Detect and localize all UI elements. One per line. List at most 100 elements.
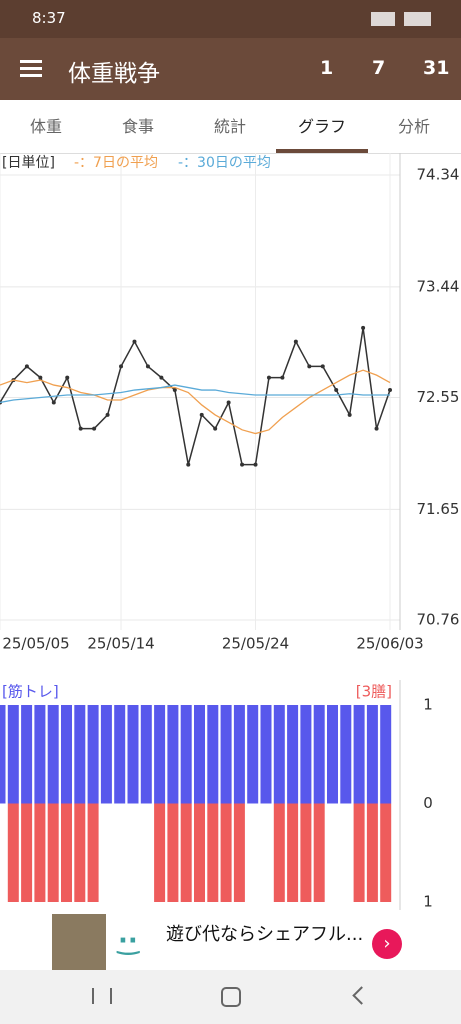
bar bbox=[21, 705, 33, 804]
series-line bbox=[0, 327, 391, 466]
bar bbox=[380, 803, 392, 902]
nav-bar bbox=[0, 970, 461, 1024]
nav-home[interactable] bbox=[221, 987, 241, 1007]
bar bbox=[194, 705, 205, 804]
counter[interactable]: 7 bbox=[372, 57, 386, 79]
bar bbox=[34, 705, 46, 804]
data-point bbox=[320, 364, 325, 369]
bar bbox=[140, 705, 152, 804]
tab[interactable]: 分析 bbox=[397, 117, 430, 136]
ad-text: 遊び代ならシェアフル... bbox=[166, 924, 364, 945]
data-point bbox=[38, 375, 43, 380]
bar bbox=[194, 803, 205, 902]
data-point bbox=[307, 364, 312, 369]
nav-recents[interactable] bbox=[92, 988, 112, 1004]
counter[interactable]: 31 bbox=[423, 57, 450, 79]
data-point bbox=[280, 375, 285, 380]
x-tick-label: 25/05/14 bbox=[87, 635, 154, 653]
bar bbox=[247, 705, 259, 804]
data-point bbox=[213, 426, 218, 431]
data-point bbox=[105, 412, 110, 417]
bar bbox=[154, 705, 166, 804]
y-tick-label: 71.65 bbox=[417, 500, 460, 518]
status-icons bbox=[371, 12, 431, 26]
data-point bbox=[293, 339, 298, 344]
bar bbox=[167, 803, 179, 902]
data-point bbox=[132, 339, 137, 344]
legend-entry: -：7日の平均 bbox=[74, 155, 158, 171]
ad-image bbox=[52, 914, 106, 970]
tab[interactable]: 食事 bbox=[121, 117, 154, 136]
y2-tick-label: 1 bbox=[423, 893, 433, 911]
app-title: 体重戦争 bbox=[68, 61, 160, 87]
ad-banner[interactable]: ·͜· 遊び代ならシェアフル... › bbox=[0, 912, 461, 970]
series-line bbox=[0, 369, 391, 435]
tab[interactable]: 統計 bbox=[213, 117, 246, 136]
nav-back[interactable] bbox=[352, 986, 371, 1005]
bar bbox=[366, 705, 378, 804]
bar bbox=[233, 705, 245, 804]
data-point bbox=[334, 388, 339, 393]
app-bar: 体重戦争 1 7 31 bbox=[0, 38, 461, 100]
data-point bbox=[266, 375, 271, 380]
tab[interactable]: 体重 bbox=[29, 117, 62, 136]
legend-entry: [筋トレ] bbox=[2, 683, 59, 701]
bars bbox=[0, 705, 392, 902]
y-tick-label: 74.34 bbox=[417, 166, 460, 184]
data-point bbox=[0, 400, 2, 405]
legend-entry: -：30日の平均 bbox=[178, 155, 271, 171]
bar bbox=[287, 803, 299, 902]
data-point bbox=[78, 426, 83, 431]
bar bbox=[100, 705, 112, 804]
data-point bbox=[253, 462, 258, 467]
data-point bbox=[24, 364, 29, 369]
data-point bbox=[119, 364, 124, 369]
counter[interactable]: 1 bbox=[320, 57, 334, 79]
series-line bbox=[0, 384, 390, 404]
unit-label: [日単位] bbox=[2, 155, 55, 171]
bar bbox=[167, 705, 179, 804]
legend-entry: [3膳] bbox=[356, 683, 392, 701]
data-point bbox=[145, 364, 150, 369]
ad-arrow[interactable]: › bbox=[372, 929, 402, 959]
tab-bar: 体重 食事 統計 グラフ 分析 bbox=[0, 100, 461, 154]
bar bbox=[61, 705, 72, 804]
y-tick-label: 0 bbox=[423, 794, 433, 812]
ad-logo: ·͜· bbox=[118, 926, 138, 956]
bar bbox=[207, 705, 219, 804]
bar bbox=[300, 705, 312, 804]
data-point bbox=[226, 400, 231, 405]
data-point bbox=[159, 375, 164, 380]
bar bbox=[233, 803, 245, 902]
bar bbox=[180, 803, 192, 902]
data-point bbox=[172, 388, 177, 393]
bar bbox=[220, 803, 232, 902]
bar bbox=[87, 705, 99, 804]
tab[interactable]: グラフ bbox=[276, 100, 368, 153]
bar bbox=[7, 705, 19, 804]
bar bbox=[313, 705, 325, 804]
bar bbox=[0, 705, 6, 804]
bar bbox=[74, 803, 86, 902]
data-point bbox=[361, 325, 366, 330]
bar bbox=[47, 803, 59, 902]
bar bbox=[340, 705, 352, 804]
bar bbox=[273, 803, 285, 902]
x-tick-label: 25/05/05 bbox=[2, 635, 69, 653]
y-tick-label: 72.55 bbox=[417, 388, 460, 406]
bar bbox=[353, 705, 365, 804]
bar bbox=[220, 705, 232, 804]
data-point bbox=[11, 378, 16, 383]
bar bbox=[61, 803, 72, 902]
bar bbox=[287, 705, 299, 804]
status-bar: 8:37 bbox=[0, 0, 461, 38]
data-point bbox=[199, 412, 204, 417]
bar bbox=[127, 705, 139, 804]
data-point bbox=[186, 462, 191, 467]
menu-button[interactable] bbox=[20, 60, 42, 78]
data-point bbox=[388, 388, 392, 393]
bar bbox=[300, 803, 312, 902]
data-point bbox=[374, 426, 379, 431]
bar bbox=[34, 803, 46, 902]
